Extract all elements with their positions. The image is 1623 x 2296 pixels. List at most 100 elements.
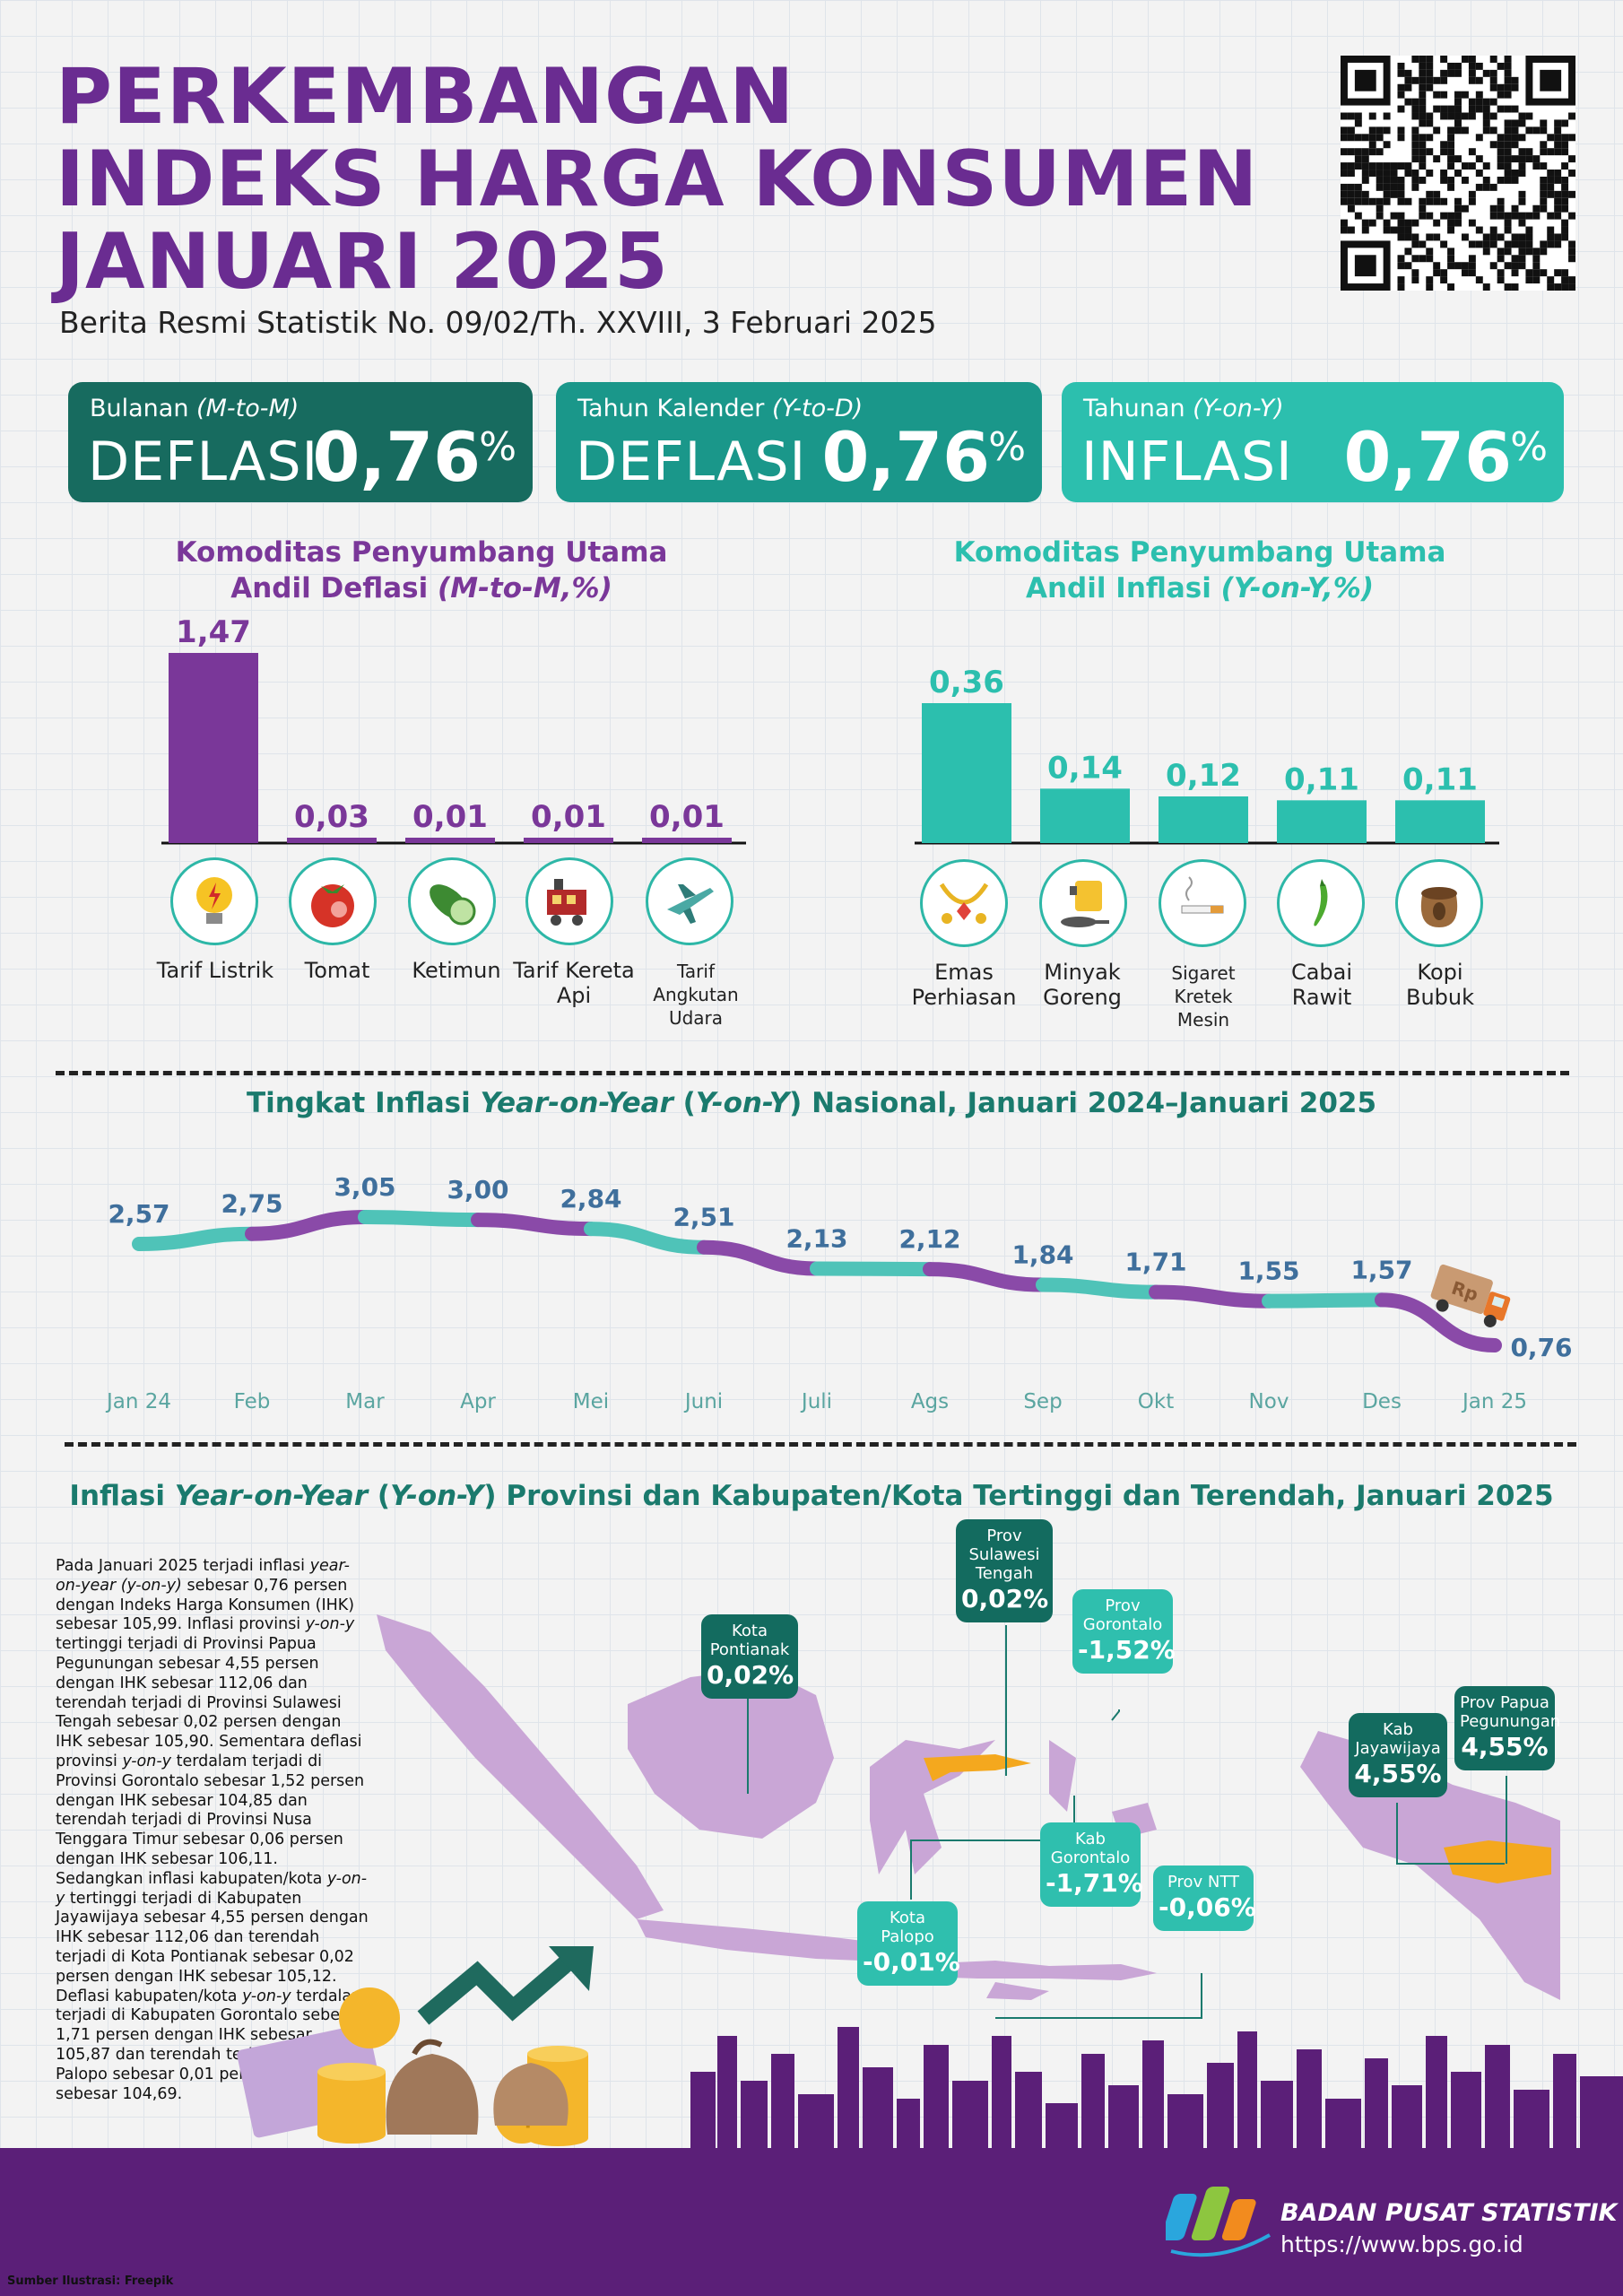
cigarette-icon (1159, 859, 1246, 947)
bar-value-label: 0,11 (1402, 761, 1478, 797)
callout-kab-jayawijaya: Kab Jayawijaya 4,55% (1349, 1713, 1447, 1797)
callout-title: Prov Sulawesi Tengah (968, 1526, 1040, 1583)
line-point-label: 2,51 (673, 1203, 734, 1232)
para-italic: y-on-y (242, 1987, 291, 2005)
x-axis-label: Jan 25 (1461, 1390, 1527, 1413)
line-segment (584, 1222, 711, 1255)
deflasi-label-2: Tomat (304, 958, 370, 983)
divider (65, 1442, 1576, 1447)
card-caption-italic: (M-to-M) (196, 395, 299, 422)
page-title: PERKEMBANGAN INDEKS HARGA KONSUMEN JANUA… (56, 56, 1329, 303)
cooking-oil-icon (1039, 859, 1127, 947)
bar (169, 653, 258, 843)
x-axis-label: Feb (234, 1390, 271, 1413)
inflasi-label-3: Sigaret Kretek Mesin (1171, 962, 1236, 1031)
inflasi-heading-line1: Komoditas Penyumbang Utama (953, 536, 1446, 569)
line-segment (1375, 1292, 1502, 1352)
callout-title: Kota Palopo (881, 1909, 934, 1946)
summary-paragraph: Pada Januari 2025 terjadi inflasi year-o… (56, 1557, 369, 2104)
bar (922, 703, 1011, 843)
callout-kota-palopo: Kota Palopo -0,01% (857, 1901, 960, 1986)
callout-value: -1,52% (1078, 1635, 1176, 1665)
inflasi-heading-line2: Andil Inflasi (1025, 572, 1221, 604)
airplane-icon (646, 857, 733, 945)
callout-prov-papua-pegunungan: Prov Papua Pegunungan 4,55% (1454, 1686, 1561, 1770)
bar (1040, 788, 1130, 843)
bps-logo-icon[interactable] (1166, 2178, 1273, 2267)
inflasi-label-5: Kopi Bubuk (1405, 960, 1475, 1010)
line-heading-italic-2: Y-on-Y (695, 1087, 790, 1119)
callout-title: Kab Gorontalo (1050, 1830, 1131, 1867)
card-caption-italic: (Y-on-Y) (1193, 395, 1284, 422)
line-point-label: 2,75 (221, 1189, 282, 1219)
bar-value-label: 0,01 (531, 799, 606, 835)
line-segment (1036, 1277, 1163, 1300)
inflasi-label-2: Minyak Goreng (1043, 960, 1122, 1010)
line-point-label: 2,12 (898, 1224, 960, 1254)
line-segment (923, 1262, 1050, 1292)
bar-value-label: 0,12 (1166, 758, 1241, 794)
card-unit: % (479, 424, 516, 470)
para-text: tertinggi terjadi di Provinsi Papua Pegu… (56, 1635, 362, 1770)
line-segment (132, 1226, 259, 1251)
lightbulb-icon (170, 857, 258, 945)
footer-url[interactable]: https://www.bps.go.id (1280, 2231, 1523, 2257)
para-text: terdalam terjadi di Provinsi Gorontalo s… (56, 1752, 365, 1888)
card-value: 0,76 (312, 417, 481, 497)
card-caption-italic: (Y-to-D) (771, 395, 864, 422)
card-tahunan: Tahunan (Y-on-Y) INFLASI 0,76 % (1062, 382, 1564, 502)
callout-value: -1,71% (1046, 1868, 1143, 1898)
line-point-label: 3,05 (334, 1172, 395, 1202)
map-heading-post: ) Provinsi dan Kabupaten/Kota Tertinggi … (483, 1480, 1554, 1512)
inflasi-label-4: Cabai Rawit (1290, 960, 1353, 1010)
callout-title: Prov NTT (1167, 1873, 1240, 1892)
inflasi-bar-chart: 0,36 0,14 0,12 0,11 0,11 (915, 665, 1499, 845)
deflasi-heading: Komoditas Penyumbang Utama Andil Deflasi… (108, 535, 735, 606)
x-axis-label: Mei (573, 1390, 609, 1413)
para-italic: y-on-y (305, 1615, 355, 1634)
divider (56, 1071, 1569, 1075)
para-text: sebesar 0,76 persen dengan Indeks Harga … (56, 1576, 355, 1634)
bar-value-label: 0,36 (929, 665, 1004, 700)
inflasi-label-1: Emas Perhiasan (911, 960, 1017, 1010)
cucumber-icon (408, 857, 496, 945)
line-heading-italic-1: Year-on-Year (480, 1087, 673, 1119)
x-axis-label: Mar (345, 1390, 385, 1413)
footer-credit: Sumber Ilustrasi: Freepik (7, 2274, 174, 2288)
line-segment (697, 1239, 824, 1276)
line-segment (245, 1210, 372, 1241)
city-skyline (690, 2027, 1623, 2152)
truck-icon: Rp (1430, 1264, 1511, 1327)
line-segment (358, 1210, 485, 1228)
coffee-sack-icon (1395, 859, 1483, 947)
para-italic: year-on-year (y-on-y) (56, 1557, 350, 1595)
x-axis-label: Sep (1023, 1390, 1062, 1413)
line-segment (1149, 1284, 1276, 1309)
gorontalo-region (924, 1754, 1031, 1781)
callout-prov-ntt: Prov NTT -0,06% (1153, 1866, 1256, 1931)
deflasi-heading-unit: (M-to-M,%) (438, 572, 612, 604)
java-island (637, 1919, 906, 1962)
card-value: 0,76 (1343, 417, 1512, 497)
line-segment (471, 1213, 598, 1237)
card-unit: % (1510, 424, 1548, 470)
line-segment (810, 1261, 937, 1277)
qr-code-icon[interactable] (1341, 56, 1575, 291)
callout-kota-pontianak: Kota Pontianak 0,02% (701, 1614, 798, 1699)
bar-value-label: 0,03 (294, 799, 369, 835)
callout-prov-sulawesi-tengah: Prov Sulawesi Tengah 0,02% (956, 1519, 1053, 1622)
bar-value-label: 0,01 (412, 799, 488, 835)
deflasi-heading-line1: Komoditas Penyumbang Utama (175, 536, 668, 569)
line-chart-heading: Tingkat Inflasi Year-on-Year (Y-on-Y) Na… (0, 1085, 1623, 1121)
x-axis-label: Jan 24 (105, 1390, 171, 1413)
card-value: 0,76 (821, 417, 990, 497)
callout-title: Prov Papua Pegunungan (1460, 1693, 1561, 1731)
callout-title: Kab Jayawijaya (1355, 1720, 1441, 1758)
footer-org-name: BADAN PUSAT STATISTIK (1280, 2199, 1618, 2227)
papua-pegunungan-region (1444, 1840, 1551, 1883)
timor-island (986, 1982, 1049, 2000)
kalimantan-island (628, 1668, 834, 1839)
card-kind: DEFLASI (88, 430, 319, 493)
callout-prov-gorontalo: Prov Gorontalo -1,52% (1072, 1589, 1176, 1674)
line-point-label: 0,76 (1510, 1333, 1572, 1362)
